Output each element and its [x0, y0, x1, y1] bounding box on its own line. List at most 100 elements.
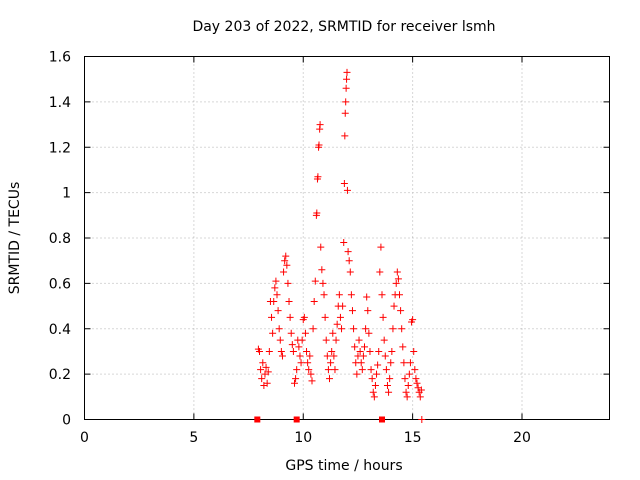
- data-point: [311, 277, 319, 285]
- y-tick-label: 0.8: [49, 231, 71, 247]
- data-markers: [254, 68, 426, 423]
- data-point: [353, 370, 361, 378]
- data-point: [282, 252, 290, 260]
- data-point: [367, 366, 375, 374]
- data-point: [331, 366, 339, 374]
- data-point: [416, 393, 424, 401]
- x-tick-label: 0: [80, 430, 89, 446]
- data-point: [398, 325, 406, 333]
- data-point: [371, 381, 379, 389]
- data-point: [403, 393, 411, 401]
- y-axis-label: SRMTID / TECUs: [7, 182, 23, 295]
- data-point: [347, 291, 355, 299]
- data-point: [335, 291, 343, 299]
- data-point: [358, 366, 366, 374]
- data-point: [381, 352, 389, 360]
- data-point: [329, 329, 337, 337]
- y-tick-label: 0.2: [49, 367, 71, 383]
- y-tick-label: 0: [62, 413, 71, 429]
- data-point: [322, 336, 330, 344]
- data-point: [278, 352, 286, 360]
- data-point: [404, 381, 412, 389]
- data-point: [276, 336, 284, 344]
- data-point: [263, 379, 271, 387]
- data-point: [351, 343, 359, 351]
- data-point: [264, 368, 272, 376]
- data-point: [389, 325, 397, 333]
- data-point: [343, 68, 351, 76]
- data-point: [321, 313, 329, 321]
- data-point: [327, 359, 335, 367]
- data-point: [390, 302, 398, 310]
- y-tick-label: 1: [62, 186, 71, 202]
- data-point: [313, 209, 321, 217]
- data-point: [277, 347, 285, 355]
- chart-title: Day 203 of 2022, SRMTID for receiver lsm…: [192, 19, 495, 35]
- data-point: [344, 248, 352, 256]
- data-point: [369, 388, 377, 396]
- data-point: [368, 375, 376, 383]
- data-point: [386, 375, 394, 383]
- data-point: [359, 352, 367, 360]
- data-point: [340, 239, 348, 247]
- grid-lines: [84, 56, 610, 420]
- data-point: [400, 359, 408, 367]
- data-point: [388, 347, 396, 355]
- data-point: [291, 379, 298, 387]
- data-point: [396, 291, 403, 299]
- data-point: [315, 141, 323, 149]
- data-point: [256, 347, 263, 355]
- data-point: [320, 291, 328, 299]
- data-point: [399, 343, 407, 351]
- y-tick-label: 1.2: [49, 140, 71, 156]
- data-point: [273, 291, 281, 299]
- y-tick-label: 0.6: [49, 276, 71, 292]
- data-point: [377, 243, 385, 251]
- data-point: [303, 347, 311, 355]
- gap-marker: [254, 416, 261, 423]
- data-point: [364, 307, 372, 315]
- data-point: [383, 381, 391, 389]
- data-point: [339, 302, 347, 310]
- data-point: [268, 313, 276, 321]
- data-point: [413, 379, 421, 387]
- data-point: [301, 329, 309, 337]
- data-point: [265, 347, 273, 355]
- data-point: [376, 268, 384, 276]
- data-point: [361, 343, 368, 351]
- data-point: [262, 363, 270, 371]
- data-point: [259, 359, 267, 367]
- data-point: [314, 173, 322, 181]
- data-point: [336, 313, 344, 321]
- data-point: [288, 341, 296, 349]
- data-point: [292, 375, 300, 383]
- data-point: [285, 298, 293, 306]
- data-point: [316, 121, 324, 129]
- data-point: [393, 268, 401, 276]
- data-point: [289, 347, 297, 355]
- data-point: [387, 359, 395, 367]
- x-tick-label: 15: [404, 430, 422, 446]
- data-point: [328, 347, 336, 355]
- data-point: [274, 307, 282, 315]
- data-point: [374, 361, 382, 369]
- data-point: [382, 366, 390, 374]
- data-point: [365, 329, 373, 337]
- data-point: [257, 366, 265, 374]
- data-point: [317, 243, 325, 251]
- data-point: [370, 393, 378, 401]
- data-point: [295, 343, 303, 351]
- y-tick-label: 0.4: [49, 322, 71, 338]
- data-point: [296, 352, 304, 360]
- data-point: [346, 268, 354, 276]
- gap-marker: [379, 416, 385, 423]
- data-point: [286, 313, 294, 321]
- data-point: [380, 336, 388, 344]
- data-point: [310, 298, 318, 306]
- y-tick-label: 1.6: [49, 50, 71, 66]
- data-point: [270, 298, 278, 306]
- data-point: [385, 388, 393, 396]
- data-point: [406, 359, 414, 367]
- data-point: [341, 109, 349, 117]
